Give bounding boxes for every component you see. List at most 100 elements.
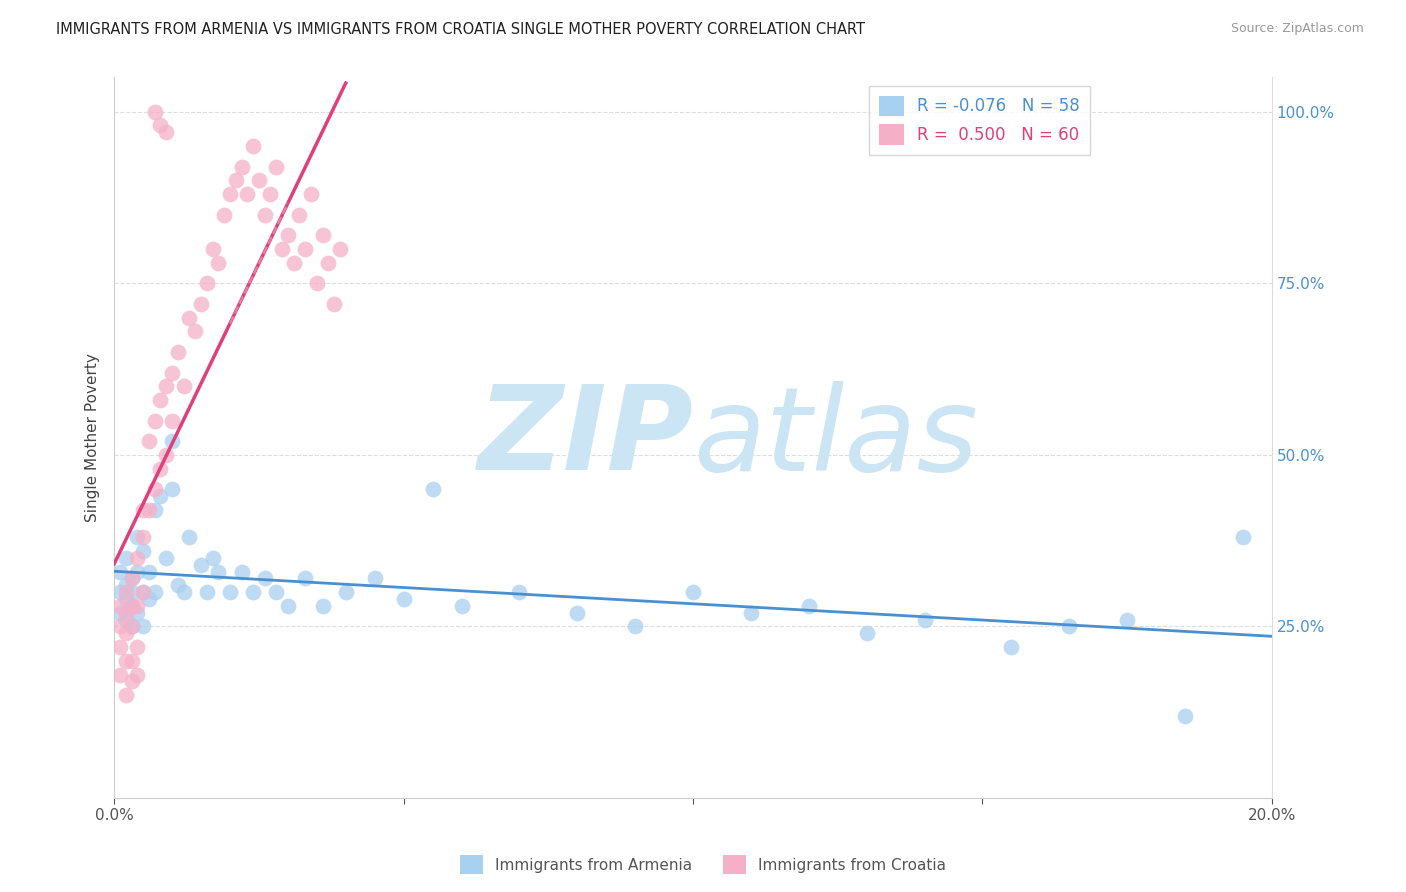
Y-axis label: Single Mother Poverty: Single Mother Poverty <box>86 353 100 522</box>
Point <box>311 228 333 243</box>
Point <box>132 619 155 633</box>
Text: IMMIGRANTS FROM ARMENIA VS IMMIGRANTS FROM CROATIA SINGLE MOTHER POVERTY CORRELA: IMMIGRANTS FROM ARMENIA VS IMMIGRANTS FR… <box>56 22 865 37</box>
Point <box>121 599 143 613</box>
Point <box>294 242 316 256</box>
Point <box>201 242 224 256</box>
Point <box>108 667 131 681</box>
Point <box>138 565 160 579</box>
Point <box>259 187 281 202</box>
Point <box>1059 619 1081 633</box>
Point <box>682 585 704 599</box>
Point <box>219 585 242 599</box>
Point <box>108 565 131 579</box>
Point <box>132 544 155 558</box>
Point <box>121 619 143 633</box>
Point <box>1116 613 1139 627</box>
Point <box>264 160 287 174</box>
Point <box>271 242 294 256</box>
Point <box>329 242 352 256</box>
Point <box>108 599 131 613</box>
Point <box>108 619 131 633</box>
Point <box>121 674 143 689</box>
Point <box>1232 530 1254 544</box>
Point <box>288 208 311 222</box>
Point <box>149 461 172 475</box>
Point <box>143 104 166 119</box>
Point <box>318 256 340 270</box>
Point <box>253 208 276 222</box>
Point <box>121 619 143 633</box>
Point <box>323 297 346 311</box>
Text: Source: ZipAtlas.com: Source: ZipAtlas.com <box>1230 22 1364 36</box>
Point <box>121 599 143 613</box>
Point <box>914 613 936 627</box>
Point <box>207 256 229 270</box>
Point <box>121 571 143 585</box>
Point <box>173 379 195 393</box>
Point <box>108 640 131 654</box>
Point <box>127 599 149 613</box>
Text: ZIP: ZIP <box>477 380 693 495</box>
Point <box>231 160 253 174</box>
Point <box>567 606 589 620</box>
Point <box>127 640 149 654</box>
Point <box>155 125 177 139</box>
Point <box>127 530 149 544</box>
Point <box>114 654 136 668</box>
Point <box>219 187 242 202</box>
Point <box>184 324 207 338</box>
Point <box>242 585 264 599</box>
Point <box>242 139 264 153</box>
Point <box>160 482 183 496</box>
Point <box>508 585 530 599</box>
Point <box>190 297 212 311</box>
Point <box>138 503 160 517</box>
Point <box>305 277 328 291</box>
Point <box>127 565 149 579</box>
Point <box>149 119 172 133</box>
Point <box>264 585 287 599</box>
Point <box>167 578 190 592</box>
Point <box>138 592 160 607</box>
Point <box>114 688 136 702</box>
Point <box>212 208 235 222</box>
Point <box>114 550 136 565</box>
Point <box>253 571 276 585</box>
Point <box>311 599 333 613</box>
Legend: Immigrants from Armenia, Immigrants from Croatia: Immigrants from Armenia, Immigrants from… <box>454 849 952 880</box>
Point <box>149 489 172 503</box>
Point <box>114 626 136 640</box>
Point <box>160 434 183 449</box>
Point <box>797 599 820 613</box>
Point <box>422 482 444 496</box>
Point <box>173 585 195 599</box>
Point <box>236 187 259 202</box>
Point <box>114 578 136 592</box>
Point <box>247 173 270 187</box>
Point <box>143 414 166 428</box>
Point <box>127 667 149 681</box>
Point <box>392 592 415 607</box>
Point <box>363 571 385 585</box>
Point <box>114 613 136 627</box>
Point <box>277 228 299 243</box>
Point <box>143 585 166 599</box>
Point <box>155 448 177 462</box>
Point <box>114 585 136 599</box>
Point <box>450 599 472 613</box>
Point <box>127 606 149 620</box>
Point <box>1000 640 1022 654</box>
Point <box>335 585 357 599</box>
Point <box>283 256 305 270</box>
Point <box>207 565 229 579</box>
Point <box>294 571 316 585</box>
Point <box>143 482 166 496</box>
Point <box>231 565 253 579</box>
Point <box>108 606 131 620</box>
Point <box>195 585 218 599</box>
Point <box>121 585 143 599</box>
Point <box>114 592 136 607</box>
Point <box>277 599 299 613</box>
Point <box>121 571 143 585</box>
Point <box>155 379 177 393</box>
